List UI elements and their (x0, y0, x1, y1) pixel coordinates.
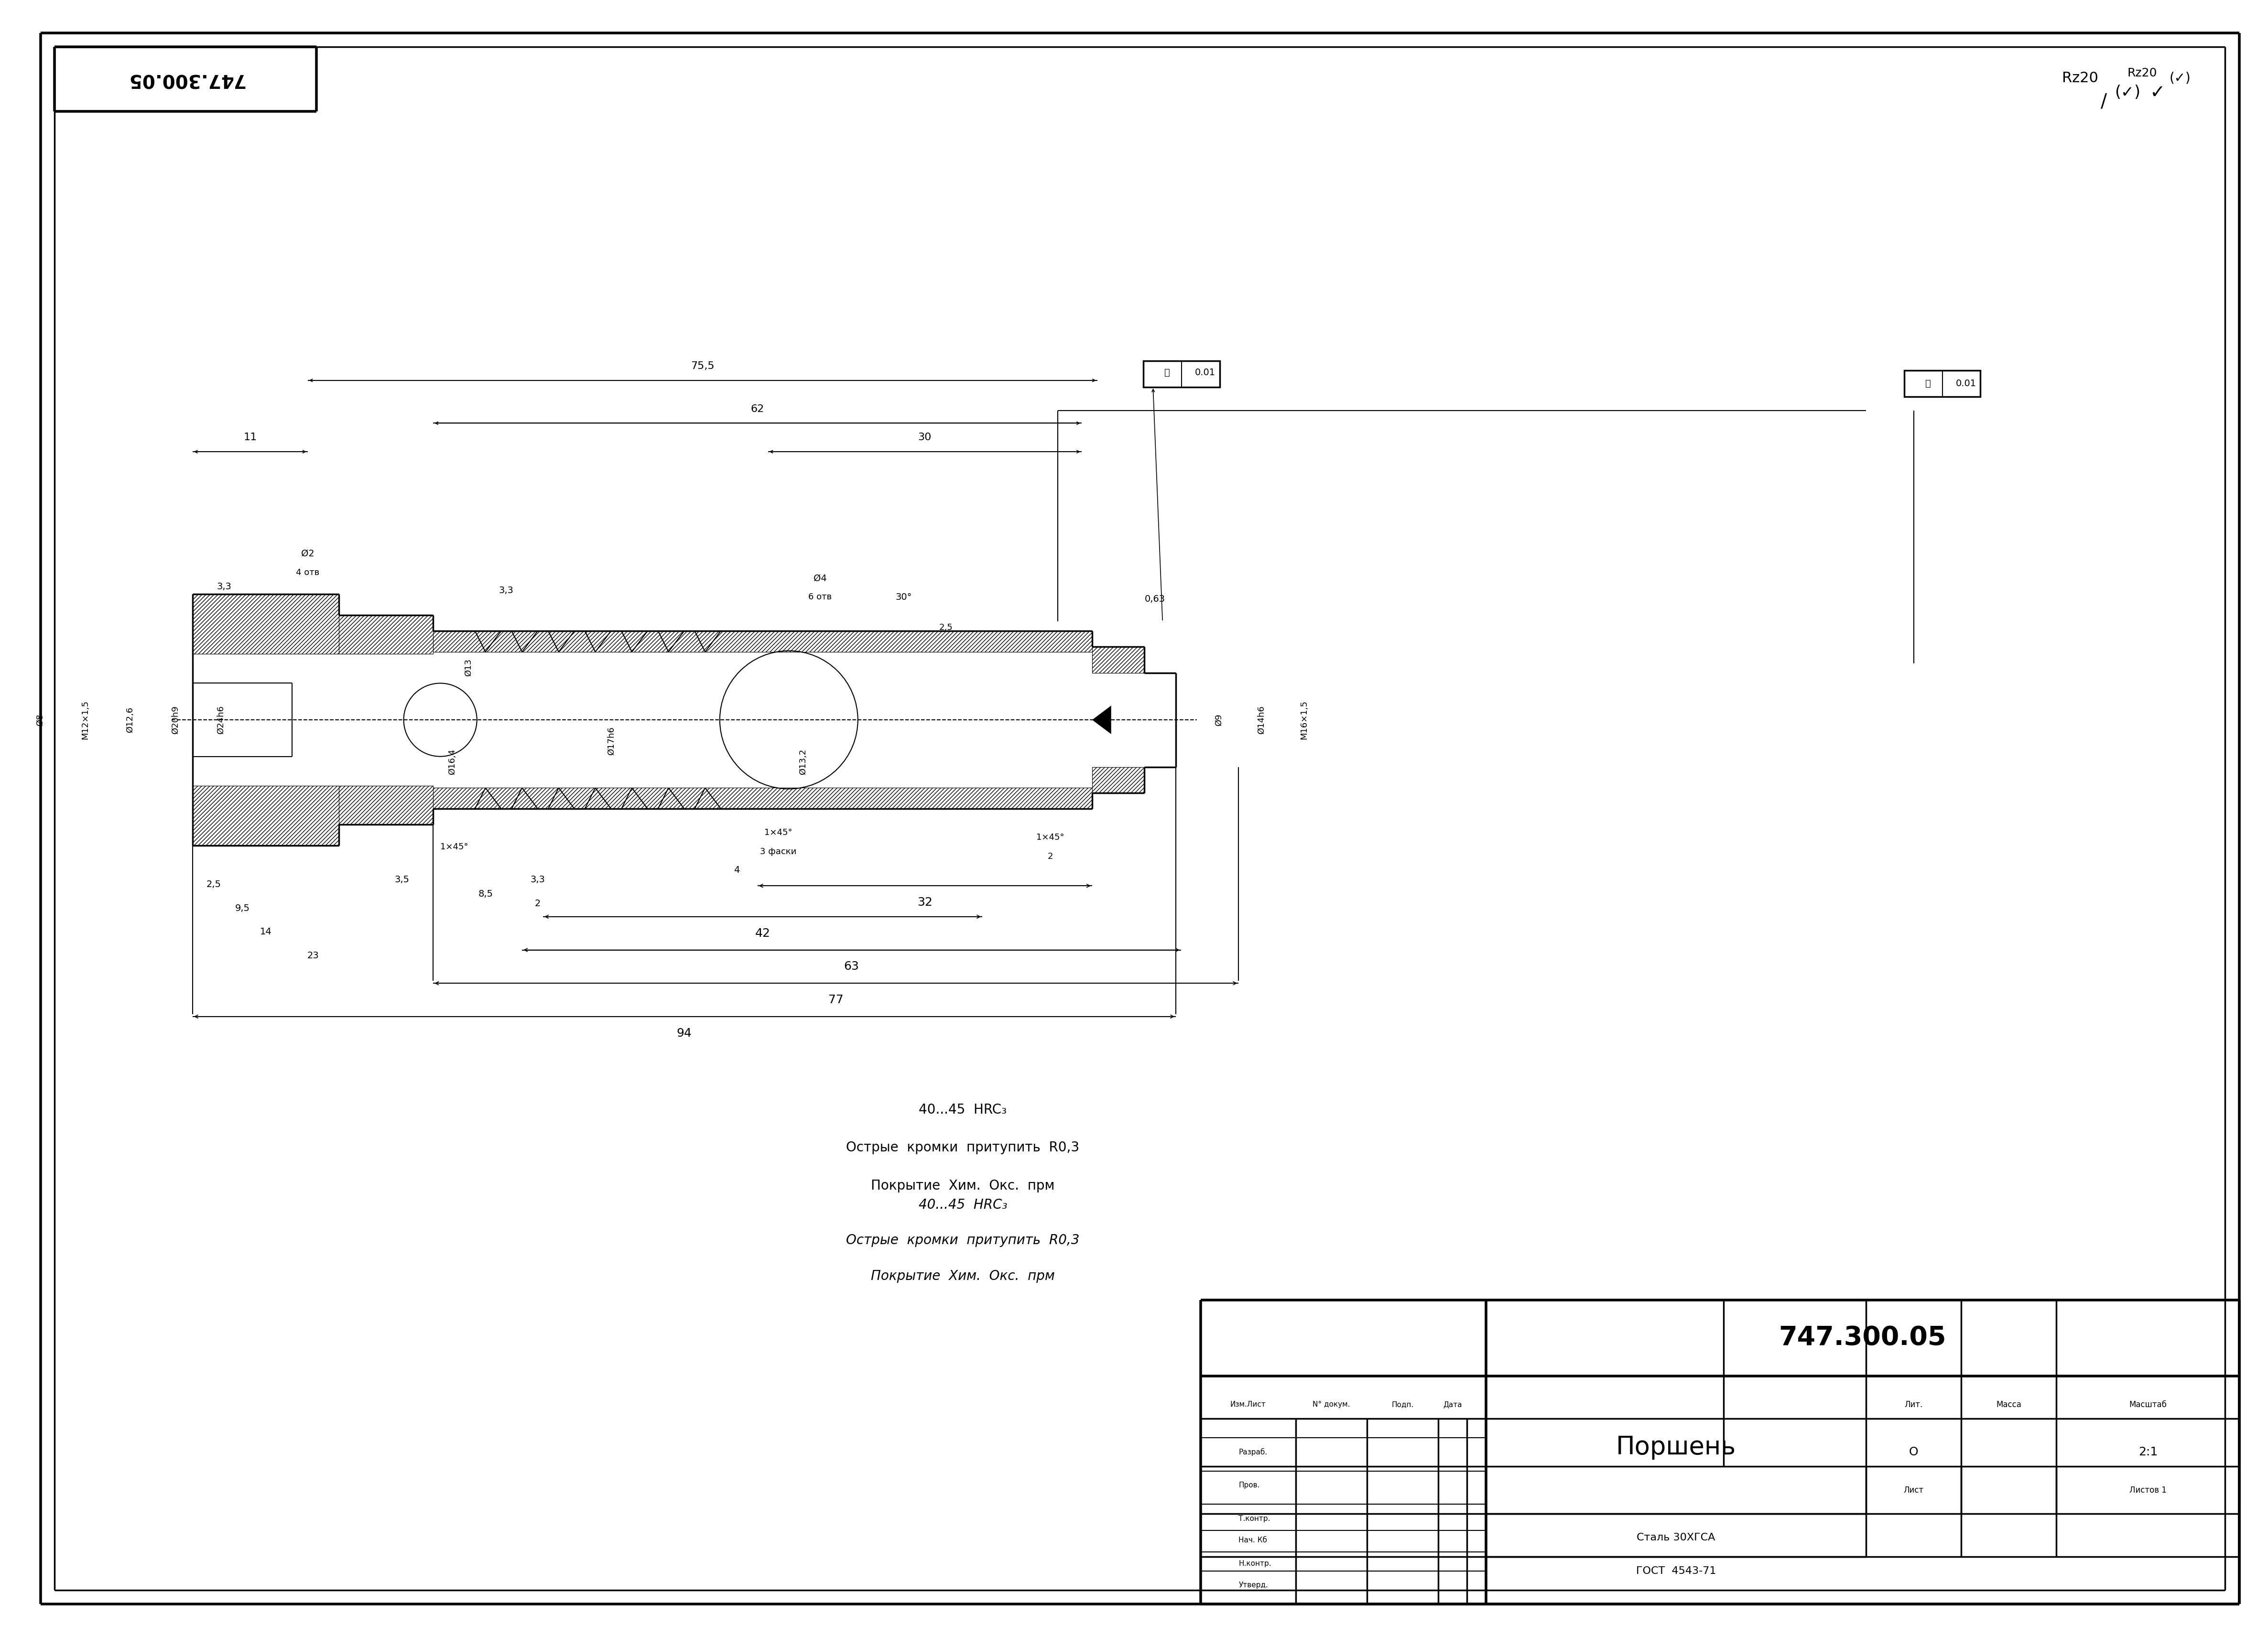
Text: 11: 11 (243, 432, 256, 442)
Text: ⌗: ⌗ (1926, 380, 1930, 388)
Text: 40...45  HRC₃: 40...45 HRC₃ (919, 1103, 1007, 1116)
Text: 2,5: 2,5 (206, 879, 220, 889)
Text: Ø13,2: Ø13,2 (798, 748, 807, 774)
Text: Подп.: Подп. (1393, 1401, 1413, 1408)
Text: О: О (1910, 1447, 1919, 1459)
Text: Масса: Масса (1996, 1400, 2021, 1409)
Polygon shape (193, 594, 338, 653)
Bar (1143, 360, 1220, 386)
Text: 747.300.05: 747.300.05 (127, 70, 245, 88)
Text: Утверд.: Утверд. (1238, 1581, 1268, 1590)
Text: M16×1,5: M16×1,5 (1300, 701, 1309, 740)
Text: Острые  кромки  притупить  R0,3: Острые кромки притупить R0,3 (846, 1141, 1080, 1154)
Text: Н.контр.: Н.контр. (1238, 1560, 1272, 1567)
Text: 3,5: 3,5 (395, 876, 408, 884)
Text: 30: 30 (919, 432, 932, 442)
Text: 42: 42 (755, 928, 771, 940)
Text: 0.01: 0.01 (1955, 380, 1975, 388)
Text: Разраб.: Разраб. (1238, 1449, 1268, 1455)
Text: Лист: Лист (1903, 1486, 1923, 1495)
Text: (✓): (✓) (2114, 85, 2141, 100)
Text: Ø14h6: Ø14h6 (1256, 706, 1266, 733)
Text: 1×45°: 1×45° (440, 843, 467, 851)
Text: 32: 32 (916, 897, 932, 909)
Text: 3,3: 3,3 (499, 586, 515, 596)
Text: Ø13: Ø13 (465, 658, 472, 676)
Text: Лит.: Лит. (1905, 1400, 1923, 1409)
Text: 40...45  HRC₃: 40...45 HRC₃ (919, 1198, 1007, 1211)
Text: ⌗: ⌗ (1163, 368, 1170, 377)
Text: 1×45°: 1×45° (764, 828, 792, 837)
Text: 6 отв: 6 отв (807, 593, 832, 601)
Polygon shape (433, 630, 1093, 652)
Text: Ø24h6: Ø24h6 (215, 706, 225, 733)
Polygon shape (433, 787, 1093, 809)
Text: Листов 1: Листов 1 (2130, 1486, 2166, 1495)
Text: Ø12,6: Ø12,6 (127, 707, 134, 733)
Text: 1×45°: 1×45° (1036, 833, 1064, 841)
Text: 62: 62 (751, 404, 764, 414)
Text: 23: 23 (306, 951, 320, 961)
Text: Пров.: Пров. (1238, 1481, 1259, 1490)
Text: Rz20: Rz20 (2062, 70, 2098, 85)
Text: 3,3: 3,3 (531, 876, 544, 884)
Text: Масштаб: Масштаб (2130, 1400, 2166, 1409)
Polygon shape (193, 786, 338, 845)
Polygon shape (338, 786, 433, 825)
Text: 4: 4 (733, 866, 739, 874)
Text: Изм.Лист: Изм.Лист (1229, 1401, 1266, 1408)
Text: (✓): (✓) (2170, 72, 2191, 85)
Text: Ø9: Ø9 (1213, 714, 1222, 725)
Text: 4 отв: 4 отв (295, 568, 320, 576)
Text: Сталь 30ХГСА: Сталь 30ХГСА (1637, 1532, 1715, 1542)
Bar (1905, 370, 1980, 396)
Text: 3,3: 3,3 (215, 583, 231, 591)
Text: ГОСТ  4543-71: ГОСТ 4543-71 (1635, 1567, 1717, 1576)
Text: 0.01: 0.01 (1195, 368, 1216, 377)
Text: Покрытие  Хим.  Окс.  прм: Покрытие Хим. Окс. прм (871, 1269, 1055, 1283)
Text: Ø4: Ø4 (814, 573, 828, 583)
Text: 75,5: 75,5 (692, 362, 714, 372)
Text: Ø8: Ø8 (36, 714, 45, 725)
Text: 747.300.05: 747.300.05 (1778, 1324, 1946, 1351)
Text: $\checkmark$: $\checkmark$ (2150, 83, 2164, 101)
Text: 2: 2 (1048, 851, 1052, 861)
Polygon shape (1093, 766, 1145, 792)
Text: 30°: 30° (896, 593, 912, 602)
Text: 2,5: 2,5 (939, 624, 953, 632)
Text: Ø16,4: Ø16,4 (447, 748, 456, 774)
Text: Т.контр.: Т.контр. (1238, 1514, 1270, 1522)
Text: 8,5: 8,5 (479, 889, 492, 899)
Text: 14: 14 (261, 927, 272, 936)
Text: N° докум.: N° докум. (1313, 1401, 1349, 1408)
Text: 77: 77 (828, 994, 844, 1005)
Text: Нач. Кб: Нач. Кб (1238, 1537, 1268, 1544)
Text: 2: 2 (535, 899, 540, 909)
Text: Ø17h6: Ø17h6 (606, 727, 615, 755)
Text: Ø2: Ø2 (302, 548, 315, 558)
Polygon shape (1093, 647, 1145, 673)
Polygon shape (338, 616, 433, 653)
Text: Ø20h9: Ø20h9 (170, 706, 179, 733)
Text: 0,63: 0,63 (1145, 594, 1166, 604)
Text: 63: 63 (844, 961, 860, 972)
Text: Дата: Дата (1442, 1401, 1463, 1408)
Text: Острые  кромки  притупить  R0,3: Острые кромки притупить R0,3 (846, 1234, 1080, 1247)
Polygon shape (1093, 706, 1111, 733)
Text: Поршень: Поршень (1617, 1436, 1735, 1460)
Text: 94: 94 (676, 1028, 692, 1039)
Text: M12×1,5: M12×1,5 (82, 701, 88, 740)
Text: 9,5: 9,5 (236, 904, 249, 913)
Text: 2:1: 2:1 (2139, 1447, 2157, 1459)
Text: 3 фаски: 3 фаски (760, 848, 796, 856)
Text: Rz20: Rz20 (2127, 67, 2157, 79)
Text: Покрытие  Хим.  Окс.  прм: Покрытие Хим. Окс. прм (871, 1179, 1055, 1192)
Text: /: / (2100, 93, 2107, 111)
